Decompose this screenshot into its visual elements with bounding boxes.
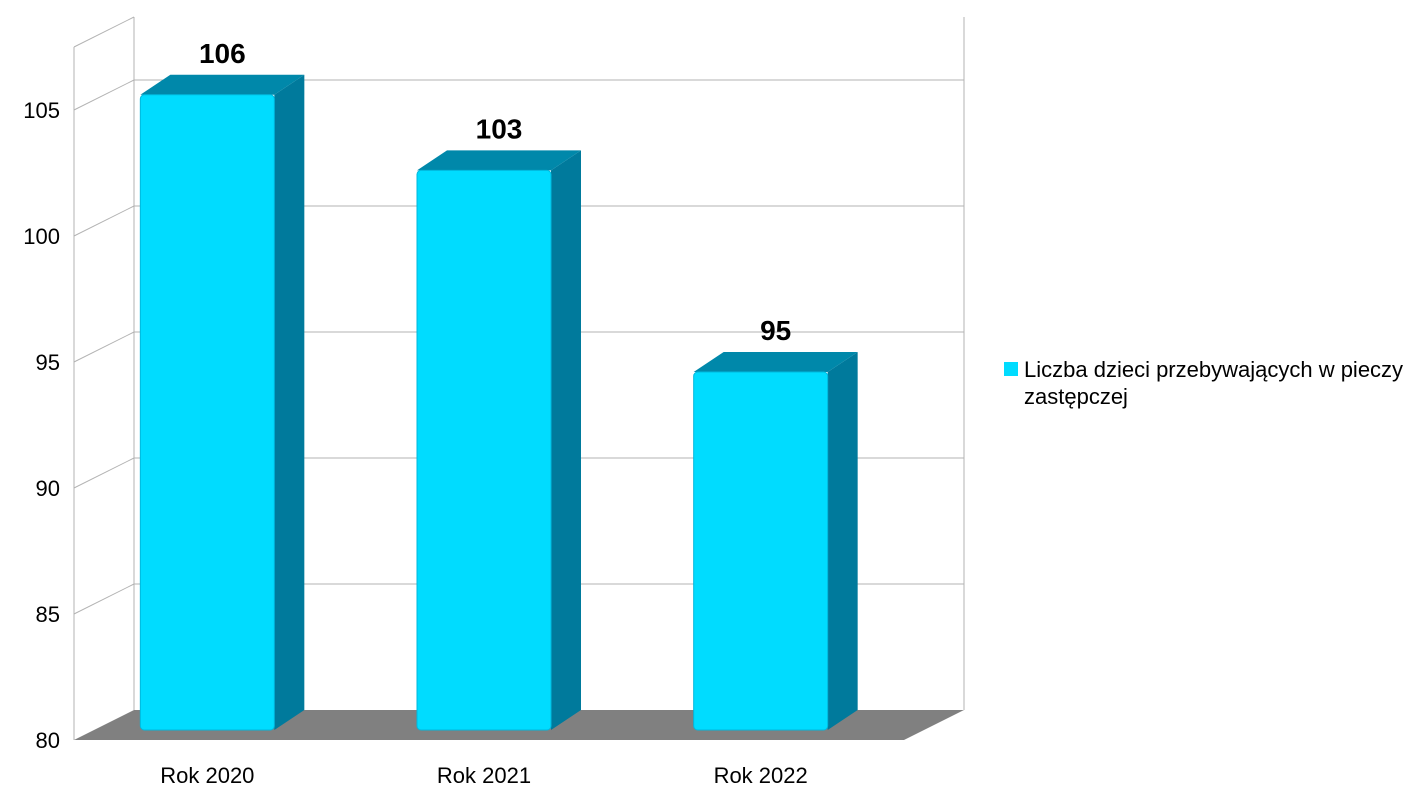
bar-top <box>693 352 858 372</box>
data-label: 103 <box>476 113 523 144</box>
bar <box>139 94 275 731</box>
x-tick-label: Rok 2020 <box>160 763 254 787</box>
y-tick-label: 80 <box>36 728 60 753</box>
y-tick-label: 90 <box>36 476 60 501</box>
x-tick-label: Rok 2021 <box>437 763 531 787</box>
y-tick-label: 100 <box>23 224 60 249</box>
data-label: 95 <box>760 315 791 346</box>
bar-top <box>417 150 581 171</box>
bar-top <box>140 74 305 95</box>
legend: Liczba dzieci przebywających w pieczy za… <box>1004 356 1404 410</box>
bar-side <box>551 150 581 730</box>
gridline-side <box>73 205 135 237</box>
y-tick-label: 95 <box>36 350 60 375</box>
bar <box>416 169 552 731</box>
legend-label-series-0: Liczba dzieci przebywających w pieczy za… <box>1024 357 1404 409</box>
x-tick-label: Rok 2022 <box>714 763 808 787</box>
gridline-side <box>73 457 135 489</box>
gridline-side <box>73 331 135 363</box>
y-tick-label: 105 <box>23 98 60 123</box>
bar-side <box>827 352 858 730</box>
bar-layer <box>139 74 858 731</box>
x-axis-ticks: Rok 2020 Rok 2021 Rok 2022 <box>160 763 808 787</box>
data-labels: 106 103 95 <box>199 38 791 346</box>
y-tick-label: 85 <box>36 602 60 627</box>
gridline-side <box>73 79 135 111</box>
side-wall-top-edge <box>73 16 135 48</box>
legend-swatch-series-0 <box>1004 362 1018 376</box>
bar-side <box>274 74 305 731</box>
data-label: 106 <box>199 38 246 69</box>
y-axis-ticks: 80 85 90 95 100 105 <box>23 98 60 753</box>
bar <box>693 371 829 731</box>
gridline-side <box>73 583 135 615</box>
